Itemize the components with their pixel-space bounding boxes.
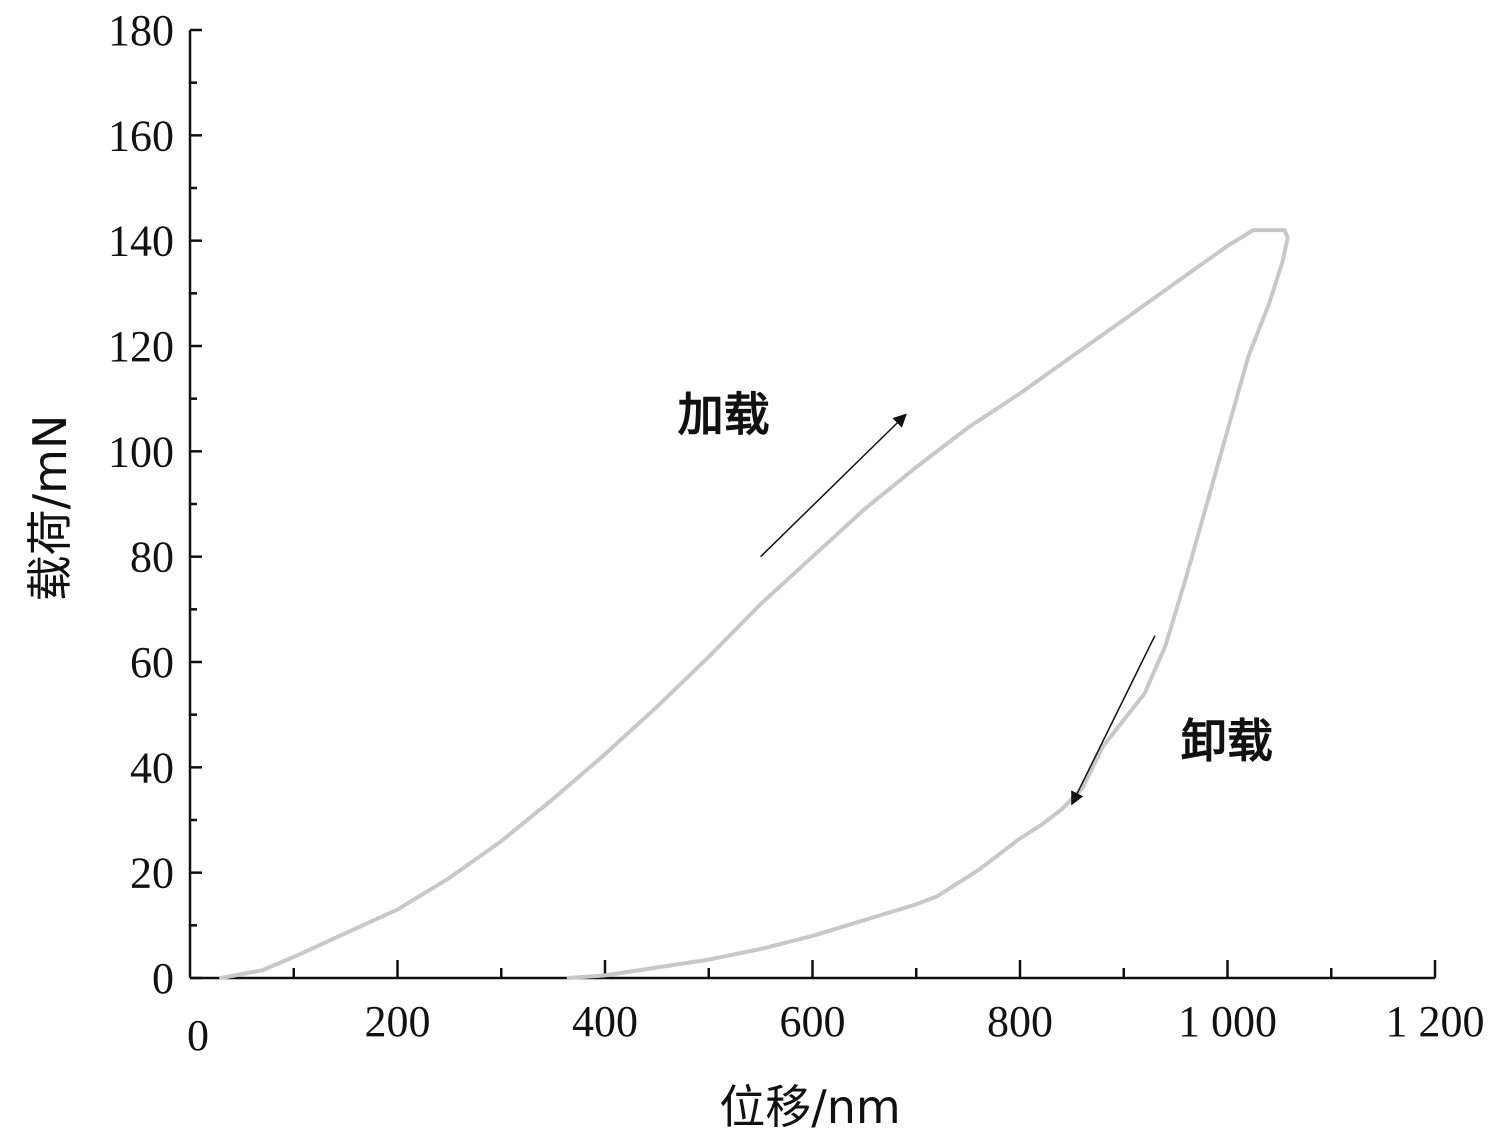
x-tick-label: 600 xyxy=(780,997,846,1046)
annotation-arrow xyxy=(1071,635,1156,806)
y-tick-label: 180 xyxy=(108,6,174,55)
y-tick-label: 120 xyxy=(108,322,174,371)
y-tick-label: 80 xyxy=(130,533,174,582)
series xyxy=(219,228,1290,980)
x-tick-label: 0 xyxy=(187,1011,209,1060)
y-tick-label: 140 xyxy=(108,217,174,266)
x-axis-title: 位移/nm xyxy=(719,1080,900,1134)
x-tick-label: 400 xyxy=(572,997,638,1046)
x-tick-label: 1 000 xyxy=(1178,997,1277,1046)
y-axis-title: 载荷/mN xyxy=(23,415,77,602)
x-tick-label: 800 xyxy=(987,997,1053,1046)
load-displacement-curve xyxy=(219,228,1290,980)
y-tick-label: 0 xyxy=(152,954,174,1003)
annotation-label: 加载 xyxy=(678,387,770,441)
axes xyxy=(188,30,1435,980)
annotation-label: 卸载 xyxy=(1181,714,1273,768)
y-tick-label: 160 xyxy=(108,111,174,160)
y-tick-label: 40 xyxy=(130,743,174,792)
tick-labels: 0 20 40 60 80 100 120 140 160 180 0 200 400 600 800 1 0… xyxy=(108,6,1485,1060)
x-tick-label: 1 200 xyxy=(1386,997,1485,1046)
x-tick-label: 200 xyxy=(365,997,431,1046)
y-tick-label: 100 xyxy=(108,427,174,476)
y-tick-label: 60 xyxy=(130,638,174,687)
ticks xyxy=(190,28,1437,980)
y-tick-label: 20 xyxy=(130,849,174,898)
annotation-arrow xyxy=(760,413,907,558)
